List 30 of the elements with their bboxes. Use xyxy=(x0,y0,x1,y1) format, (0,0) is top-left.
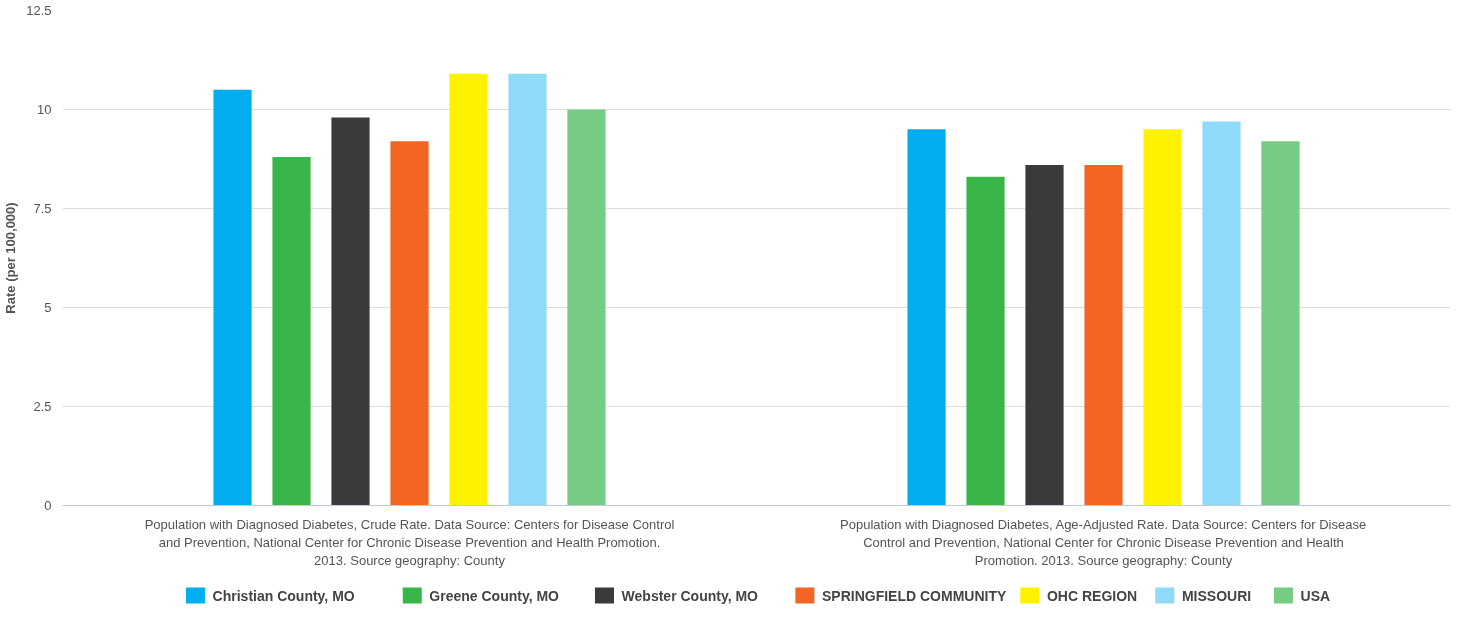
legend-label: USA xyxy=(1300,587,1331,604)
bar xyxy=(567,109,606,506)
legend-label: OHC REGION xyxy=(1046,587,1138,604)
bar xyxy=(331,117,370,506)
legend-label: Webster County, MO xyxy=(621,587,759,604)
bar xyxy=(907,129,946,506)
x-tick-label: Population with Diagnosed Diabetes, Crude Rate. Data Source: Centers for Disease Control and Prevention, National Center for Chronic Disease Prevention and Health Promotion. 2013. Source geography: County xyxy=(144,516,675,568)
bar xyxy=(213,89,252,506)
y-tick-label: 5 xyxy=(44,300,52,315)
bar xyxy=(1143,129,1182,506)
y-tick-label: 10 xyxy=(37,102,52,117)
bar xyxy=(449,73,488,506)
bar xyxy=(1261,141,1300,506)
bar xyxy=(272,157,311,506)
y-tick-label: 12.5 xyxy=(26,3,52,18)
legend-label: Greene County, MO xyxy=(429,587,560,604)
legend-label: SPRINGFIELD COMMUNITY xyxy=(822,587,1007,604)
bar xyxy=(1084,164,1123,506)
y-tick-label: 0 xyxy=(44,498,52,513)
y-tick-label: 7.5 xyxy=(33,201,52,216)
bar xyxy=(508,73,547,506)
legend-label: Christian County, MO xyxy=(212,587,355,604)
bar xyxy=(390,141,429,506)
legend-label: MISSOURI xyxy=(1181,587,1252,604)
y-tick-label: 2.5 xyxy=(33,399,52,414)
y-axis-title: Rate (per 100,000) xyxy=(3,202,19,314)
x-tick-label: Population with Diagnosed Diabetes, Age-Adjusted Rate. Data Source: Centers for Disease Control and Prevention, National Center for Chronic Disease Prevention and Health Promotion. 2013. Source geography: County xyxy=(840,516,1367,568)
bar xyxy=(1202,121,1241,506)
bar xyxy=(1025,164,1064,506)
bar xyxy=(966,176,1005,506)
